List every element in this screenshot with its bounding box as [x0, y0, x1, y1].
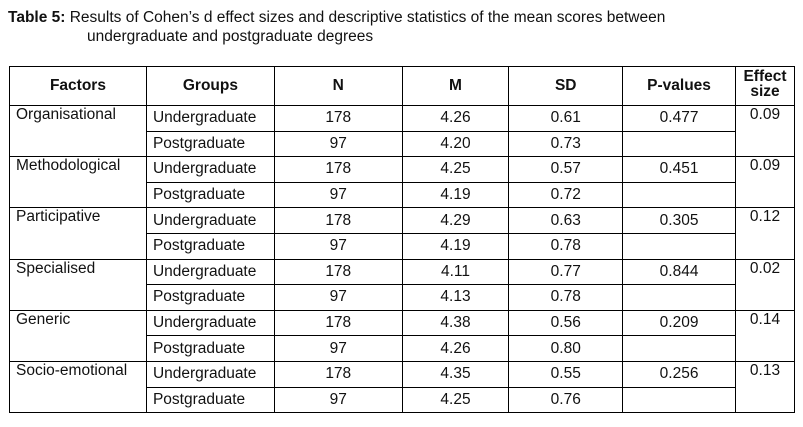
- m-cell: 4.13: [401, 284, 510, 311]
- sd-cell: 0.80: [508, 335, 624, 362]
- table-body: Organisational Undergraduate 178 4.26 0.61 0.…: [9, 104, 796, 414]
- effect-size-cell: 0.09: [734, 104, 796, 158]
- factor-cell: Socio-emotional: [9, 360, 147, 414]
- factor-cell: Organisational: [9, 104, 147, 158]
- p-value-cell-empty: [622, 181, 736, 209]
- caption-text-line1: Results of Cohen’s d effect sizes and de…: [69, 9, 666, 26]
- group-cell: Postgraduate: [145, 284, 275, 311]
- caption-label: Table 5:: [8, 9, 66, 26]
- p-value-cell-empty: [622, 232, 736, 260]
- m-cell: 4.26: [401, 335, 510, 362]
- table-caption: Table 5: Results of Cohen’s d effect siz…: [8, 8, 798, 46]
- table-row: Generic Undergraduate 178 4.38 0.56 0.209 0.14: [9, 309, 796, 362]
- sd-cell: 0.57: [508, 156, 624, 183]
- header-row: Factors Groups N M SD P-values Effect siz…: [9, 66, 796, 106]
- factor-cell: Specialised: [9, 258, 147, 311]
- n-cell: 97: [273, 232, 403, 260]
- n-cell: 97: [273, 130, 403, 158]
- n-cell: 97: [273, 284, 403, 311]
- table-row: Participative Undergraduate 178 4.29 0.63 0.3…: [9, 207, 796, 260]
- sd-cell: 0.61: [508, 105, 624, 132]
- n-cell: 178: [273, 258, 403, 286]
- n-cell: 178: [273, 156, 403, 183]
- header-n: N: [273, 66, 403, 106]
- m-cell: 4.19: [401, 232, 510, 260]
- m-cell: 4.25: [401, 386, 510, 414]
- group-cell: Undergraduate: [145, 258, 275, 286]
- group-cell: Postgraduate: [145, 335, 275, 362]
- sd-cell: 0.76: [508, 386, 624, 414]
- m-cell: 4.26: [401, 105, 510, 132]
- sd-cell: 0.77: [508, 258, 624, 286]
- m-cell: 4.20: [401, 130, 510, 158]
- table-row: Postgraduate 97 4.25 0.76: [10, 386, 795, 414]
- group-cell: Postgraduate: [145, 232, 275, 260]
- sd-cell: 0.73: [508, 130, 624, 158]
- group-cell: Undergraduate: [145, 309, 275, 337]
- p-value-cell-empty: [622, 284, 736, 311]
- p-value-cell-empty: [622, 335, 736, 362]
- m-cell: 4.29: [401, 207, 510, 234]
- factor-cell: Generic: [9, 309, 147, 362]
- group-cell: Postgraduate: [145, 386, 275, 414]
- sd-cell: 0.63: [508, 207, 624, 234]
- header-effect-line1: Effect: [743, 68, 787, 85]
- n-cell: 178: [273, 360, 403, 388]
- m-cell: 4.11: [401, 258, 510, 286]
- caption-text-line2: undergraduate and postgraduate degrees: [87, 28, 374, 45]
- header-groups: Groups: [145, 66, 275, 106]
- table-row: Specialised Undergraduate 178 4.11 0.77 0.844…: [9, 258, 796, 311]
- header-factors: Factors: [9, 66, 147, 106]
- group-cell: Undergraduate: [145, 207, 275, 234]
- header-sd: SD: [508, 66, 624, 106]
- n-cell: 178: [273, 207, 403, 234]
- p-value-cell: 0.256: [622, 360, 736, 388]
- p-value-cell: 0.844: [622, 258, 736, 286]
- group-cell: Postgraduate: [145, 181, 275, 209]
- sd-cell: 0.55: [508, 360, 624, 388]
- effect-size-cell: 0.14: [734, 309, 796, 362]
- factor-cell: Methodological: [9, 156, 147, 209]
- n-cell: 97: [273, 386, 403, 414]
- table-row: Organisational Undergraduate 178 4.26 0.61 0.…: [9, 104, 796, 158]
- effect-size-cell: 0.09: [734, 156, 796, 209]
- header-p-values: P-values: [622, 66, 736, 106]
- effect-size-cell: 0.13: [734, 360, 796, 414]
- effect-size-table: Factors Groups N M SD P-values Effect siz…: [9, 66, 796, 414]
- p-value-cell-empty: [622, 386, 736, 414]
- group-cell: Postgraduate: [145, 130, 275, 158]
- n-cell: 97: [273, 181, 403, 209]
- p-value-cell: 0.305: [622, 207, 736, 234]
- m-cell: 4.19: [401, 181, 510, 209]
- m-cell: 4.25: [401, 156, 510, 183]
- n-cell: 97: [273, 335, 403, 362]
- header-effect-line2: size: [750, 83, 780, 100]
- effect-size-cell: 0.12: [734, 207, 796, 260]
- group-cell: Undergraduate: [145, 360, 275, 388]
- table-row: Methodological Undergraduate 178 4.25 0.57 0.…: [9, 156, 796, 209]
- sd-cell: 0.72: [508, 181, 624, 209]
- m-cell: 4.35: [401, 360, 510, 388]
- group-cell: Undergraduate: [145, 105, 275, 132]
- p-value-cell: 0.477: [622, 105, 736, 132]
- sd-cell: 0.78: [508, 284, 624, 311]
- table-row: Postgraduate 97 4.20 0.73: [10, 130, 795, 158]
- table-row: Socio-emotional Undergraduate 178 4.35 0.55 0…: [9, 360, 796, 414]
- m-cell: 4.38: [401, 309, 510, 337]
- p-value-cell: 0.451: [622, 156, 736, 183]
- sd-cell: 0.56: [508, 309, 624, 337]
- factor-cell: Participative: [9, 207, 147, 260]
- table-row: Postgraduate 97 4.19 0.78: [10, 232, 795, 260]
- n-cell: 178: [273, 309, 403, 337]
- table-row: Postgraduate 97 4.26 0.80: [10, 335, 795, 362]
- table-row: Postgraduate 97 4.19 0.72: [10, 181, 795, 209]
- header-m: M: [401, 66, 510, 106]
- p-value-cell-empty: [622, 130, 736, 158]
- header-effect-size: Effect size: [734, 66, 796, 106]
- n-cell: 178: [273, 105, 403, 132]
- effect-size-cell: 0.02: [734, 258, 796, 311]
- p-value-cell: 0.209: [622, 309, 736, 337]
- sd-cell: 0.78: [508, 232, 624, 260]
- group-cell: Undergraduate: [145, 156, 275, 183]
